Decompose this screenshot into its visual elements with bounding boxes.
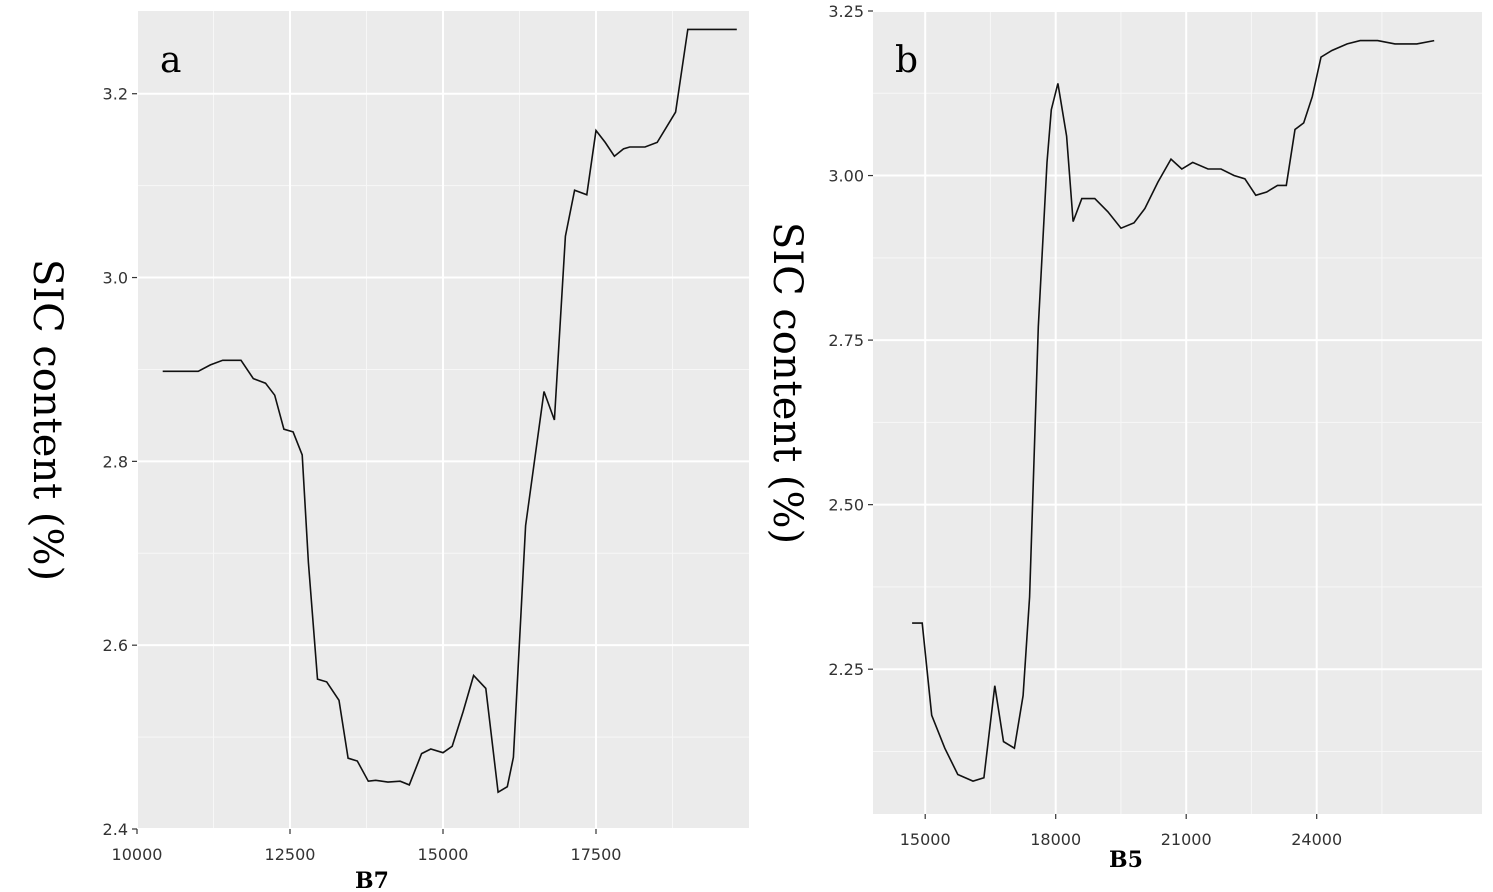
panel-b-x-tick-label: 21000 xyxy=(1161,830,1212,849)
panel-a-x-tick-label: 15000 xyxy=(418,845,469,864)
panel-a-y-tick-label: 2.6 xyxy=(103,636,128,655)
panel-a-y-tick-label: 3.2 xyxy=(103,85,128,104)
panel-a-y-axis-title: SIC content (%) xyxy=(24,259,70,581)
panel-b-x-axis: 15000 18000 21000 24000 xyxy=(900,814,1342,849)
panel-b-y-tick-label: 2.75 xyxy=(828,331,864,350)
panel-b-x-axis-title: B5 xyxy=(1109,847,1143,873)
panel-b-y-tick-label: 2.25 xyxy=(828,660,864,679)
panel-a-label: a xyxy=(160,40,181,81)
panel-a-x-tick-label: 10000 xyxy=(112,845,163,864)
panel-a-x-tick-label: 12500 xyxy=(265,845,316,864)
panel-a-chart: 2.4 2.6 2.8 3.0 3.2 10000 12500 15000 17500 a B… xyxy=(24,11,749,892)
panel-a-series-line xyxy=(162,28,737,794)
panel-b-plot-area xyxy=(873,11,1482,814)
panel-a-y-tick-label: 3.0 xyxy=(103,269,128,288)
panel-b-y-axis: 2.25 2.50 2.75 3.00 3.25 xyxy=(828,2,873,679)
panel-b-x-tick-label: 18000 xyxy=(1030,830,1081,849)
panel-b-y-tick-label: 3.00 xyxy=(828,167,864,186)
panel-b-grid xyxy=(873,10,1482,814)
panel-b-y-tick-label: 3.25 xyxy=(828,2,864,21)
panel-b-chart: 2.25 2.50 2.75 3.00 3.25 15000 18000 21000 2400… xyxy=(764,2,1482,873)
panel-a-x-axis-title: B7 xyxy=(355,868,389,892)
panel-b-y-axis-title: SIC content (%) xyxy=(764,222,810,544)
panel-a-x-tick-label: 17500 xyxy=(571,845,622,864)
panel-b-y-tick-label: 2.50 xyxy=(828,496,864,515)
panel-a-y-tick-label: 2.8 xyxy=(103,452,128,471)
panel-b-x-tick-label: 24000 xyxy=(1291,830,1342,849)
panel-a-x-axis: 10000 12500 15000 17500 xyxy=(112,829,622,864)
panel-a-y-tick-label: 2.4 xyxy=(103,820,128,839)
panel-b-x-tick-label: 15000 xyxy=(900,830,951,849)
panel-a-grid xyxy=(136,11,749,830)
panel-b-label: b xyxy=(895,40,918,81)
panel-b-series-line xyxy=(912,39,1435,782)
panel-a-y-axis: 2.4 2.6 2.8 3.0 3.2 xyxy=(103,85,137,839)
